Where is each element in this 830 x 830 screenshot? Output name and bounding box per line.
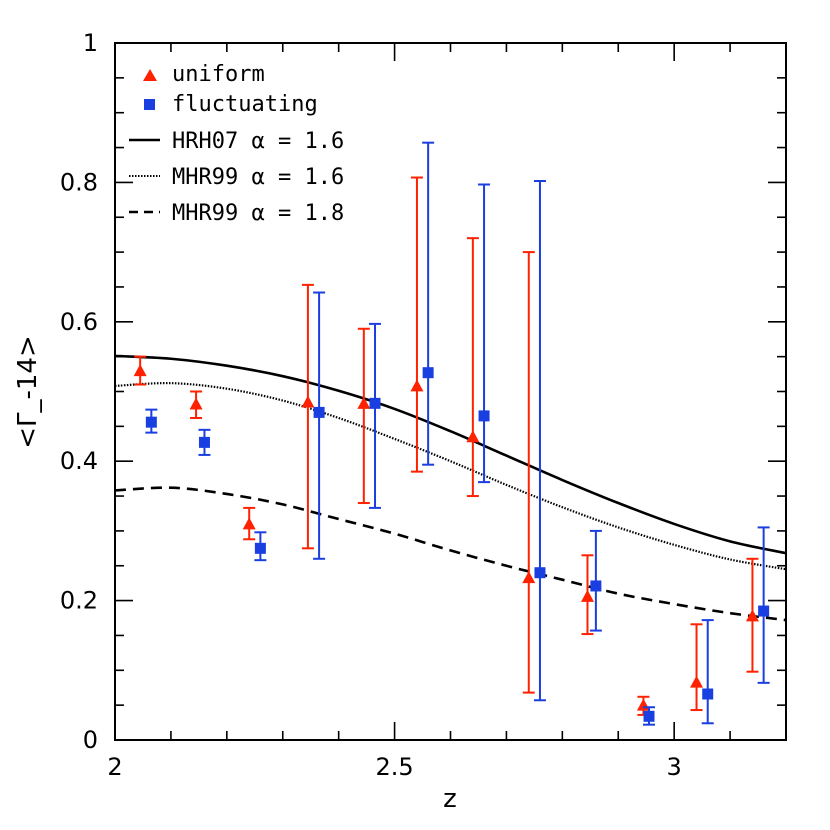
data-points [133, 141, 770, 726]
point-uniform [357, 396, 371, 409]
x-tick-label: 3 [667, 753, 682, 781]
y-tick-label: 0 [83, 726, 98, 754]
point-uniform [580, 589, 594, 602]
legend: uniform fluctuating HRH07 α = 1.6 MHR99 … [129, 62, 344, 226]
point-fluctuating [313, 406, 325, 418]
point-uniform [466, 430, 480, 443]
x-tick-label: 2 [107, 753, 122, 781]
point-fluctuating [590, 580, 602, 592]
curve-dotted [115, 382, 786, 571]
legend-label-fluctuating: fluctuating [172, 92, 318, 117]
y-axis-label: <Γ_-14> [13, 335, 43, 449]
plot-frame [114, 42, 787, 741]
point-uniform [301, 395, 315, 408]
point-fluctuating [198, 436, 210, 448]
y-tick-label: 0.6 [60, 308, 98, 336]
point-fluctuating [702, 688, 714, 700]
y-tick-label: 0.8 [60, 168, 98, 196]
curve-solid [115, 354, 786, 555]
tick-labels: 2 2.5 3 0 0.2 0.4 0.6 0.8 1 [60, 29, 682, 781]
point-uniform [636, 698, 650, 711]
legend-label-mhr99-18: MHR99 α = 1.8 [172, 201, 344, 226]
y-tick-label: 1 [83, 29, 98, 57]
point-uniform [189, 397, 203, 410]
legend-marker-uniform [143, 69, 157, 81]
legend-label-hrh07: HRH07 α = 1.6 [172, 129, 344, 154]
point-fluctuating [369, 397, 381, 409]
x-axis-label: z [443, 784, 457, 814]
point-fluctuating [422, 367, 434, 379]
point-uniform [690, 675, 704, 688]
legend-label-mhr99-16: MHR99 α = 1.6 [172, 165, 344, 190]
model-curves [115, 354, 786, 622]
point-fluctuating [145, 416, 157, 428]
point-fluctuating [758, 605, 770, 617]
point-fluctuating [478, 410, 490, 422]
legend-marker-fluctuating [144, 99, 155, 110]
curve-dashed [115, 486, 786, 622]
point-fluctuating [534, 567, 546, 579]
point-uniform [410, 379, 424, 392]
point-uniform [745, 609, 759, 622]
point-uniform [522, 571, 536, 584]
point-uniform [133, 364, 147, 377]
point-fluctuating [254, 542, 266, 554]
point-uniform [242, 517, 256, 530]
x-tick-label: 2.5 [375, 753, 413, 781]
axis-ticks [114, 42, 787, 741]
y-tick-label: 0.4 [60, 447, 98, 475]
point-fluctuating [643, 710, 655, 722]
legend-label-uniform: uniform [172, 62, 265, 87]
y-tick-label: 0.2 [60, 587, 98, 615]
